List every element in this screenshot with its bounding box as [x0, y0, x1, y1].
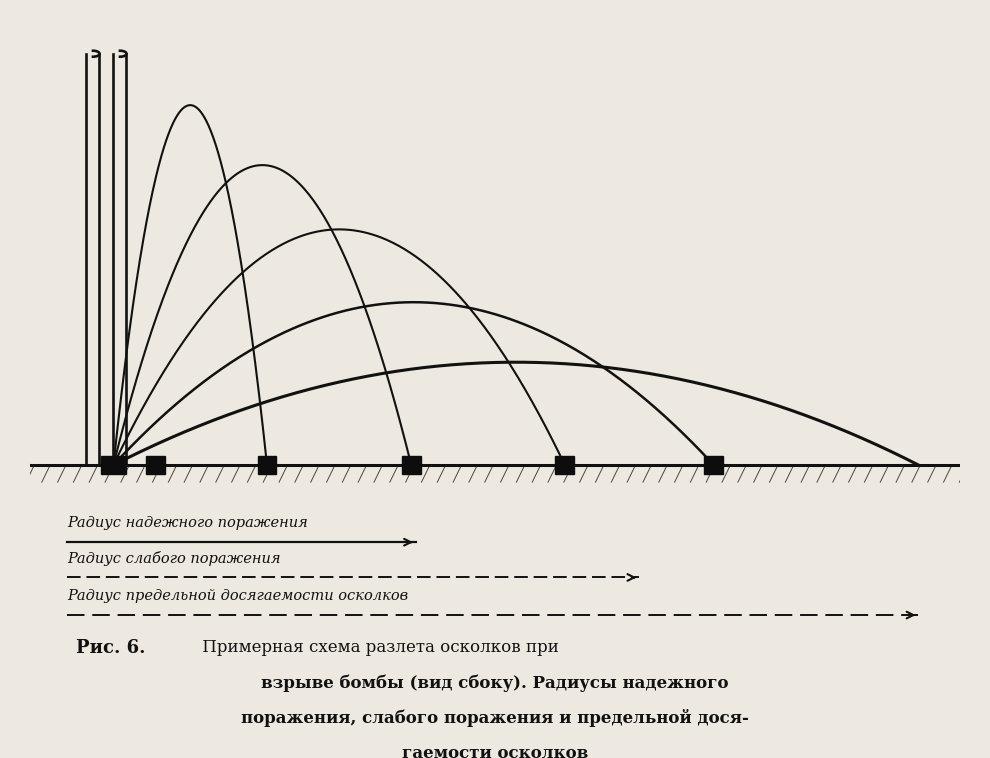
Bar — [101, 456, 126, 475]
Text: Радиус надежного поражения: Радиус надежного поражения — [67, 516, 308, 531]
Bar — [555, 456, 574, 474]
Text: взрыве бомбы (вид сбоку). Радиусы надежного: взрыве бомбы (вид сбоку). Радиусы надежн… — [261, 675, 729, 692]
Bar — [146, 456, 164, 474]
Bar — [402, 456, 421, 474]
Bar — [705, 456, 723, 474]
Text: Радиус слабого поражения: Радиус слабого поражения — [67, 551, 280, 566]
Text: Радиус предельной досягаемости осколков: Радиус предельной досягаемости осколков — [67, 589, 408, 603]
Text: поражения, слабого поражения и предельной дося-: поражения, слабого поражения и предельно… — [241, 709, 749, 727]
Text: гаемости осколков: гаемости осколков — [402, 745, 588, 758]
Text: Рис. 6.: Рис. 6. — [76, 640, 146, 657]
Bar — [257, 456, 276, 474]
Text: Примерная схема разлета осколков при: Примерная схема разлета осколков при — [197, 640, 559, 656]
